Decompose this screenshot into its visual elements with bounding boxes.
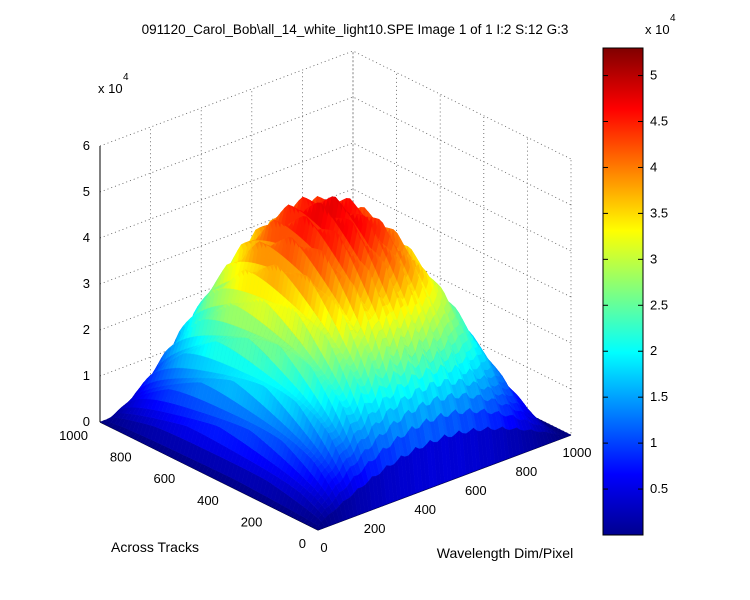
axis-ticks: 0123456020040060080010000200400600800100…: [59, 138, 591, 555]
colorbar-tick-label: 4.5: [650, 114, 668, 129]
z-multiplier: x 10: [98, 81, 123, 96]
z-tick-label: 5: [83, 184, 90, 199]
y-tick-label: 600: [153, 471, 175, 486]
surface-patch: [567, 434, 572, 437]
z-gridline: [99, 142, 572, 252]
y-axis-label: Across Tracks: [111, 539, 199, 555]
surface: [99, 195, 572, 531]
y-tick-label: 1000: [59, 428, 88, 443]
colorbar-tick-label: 2.5: [650, 297, 668, 312]
colorbar-tick-label: 3.5: [650, 205, 668, 220]
colorbar-tick-label: 1: [650, 435, 657, 450]
y-tick-label: 400: [197, 493, 219, 508]
colorbar: [602, 47, 644, 536]
colorbar-tick-label: 3: [650, 251, 657, 266]
y-tick-label: 0: [299, 536, 306, 551]
z-tick-label: 6: [83, 138, 90, 153]
colorbar-tick-label: 5: [650, 68, 657, 83]
x-tick-label: 0: [320, 540, 327, 555]
x-tick-label: 400: [414, 502, 436, 517]
z-gridline: [99, 280, 572, 390]
x-tick-label: 200: [364, 521, 386, 536]
colorbar-ticks: 0.5 1 1.5 2 2.5 3 3.5 4 4.5 5: [603, 68, 668, 496]
z-tick-label: 1: [83, 368, 90, 383]
z-tick-label: 0: [83, 414, 90, 429]
colorbar-tick-label: 2: [650, 343, 657, 358]
z-gridline: [99, 234, 572, 344]
x-tick-label: 1000: [563, 445, 592, 460]
colorbar-tick-label: 1.5: [650, 389, 668, 404]
x-axis-label: Wavelength Dim/Pixel: [437, 545, 573, 561]
y-tick-label: 800: [110, 450, 132, 465]
z-tick-label: 2: [83, 322, 90, 337]
z-tick-label: 4: [83, 230, 90, 245]
x-tick-label: 600: [465, 483, 487, 498]
colorbar-tick-label: 4: [650, 159, 657, 174]
z-gridline: [99, 188, 572, 298]
colorbar-multiplier-exponent: 4: [670, 13, 676, 24]
z-gridline: [99, 96, 572, 206]
colorbar-multiplier: x 10: [645, 22, 670, 37]
z-multiplier-exponent: 4: [123, 72, 129, 83]
colorbar-tick-label: 0.5: [650, 481, 668, 496]
z-gridline: [99, 50, 572, 160]
y-tick-label: 200: [241, 514, 263, 529]
z-tick-label: 3: [83, 276, 90, 291]
chart-title: 091120_Carol_Bob\all_14_white_light10.SP…: [142, 22, 569, 37]
x-tick-label: 800: [516, 464, 538, 479]
